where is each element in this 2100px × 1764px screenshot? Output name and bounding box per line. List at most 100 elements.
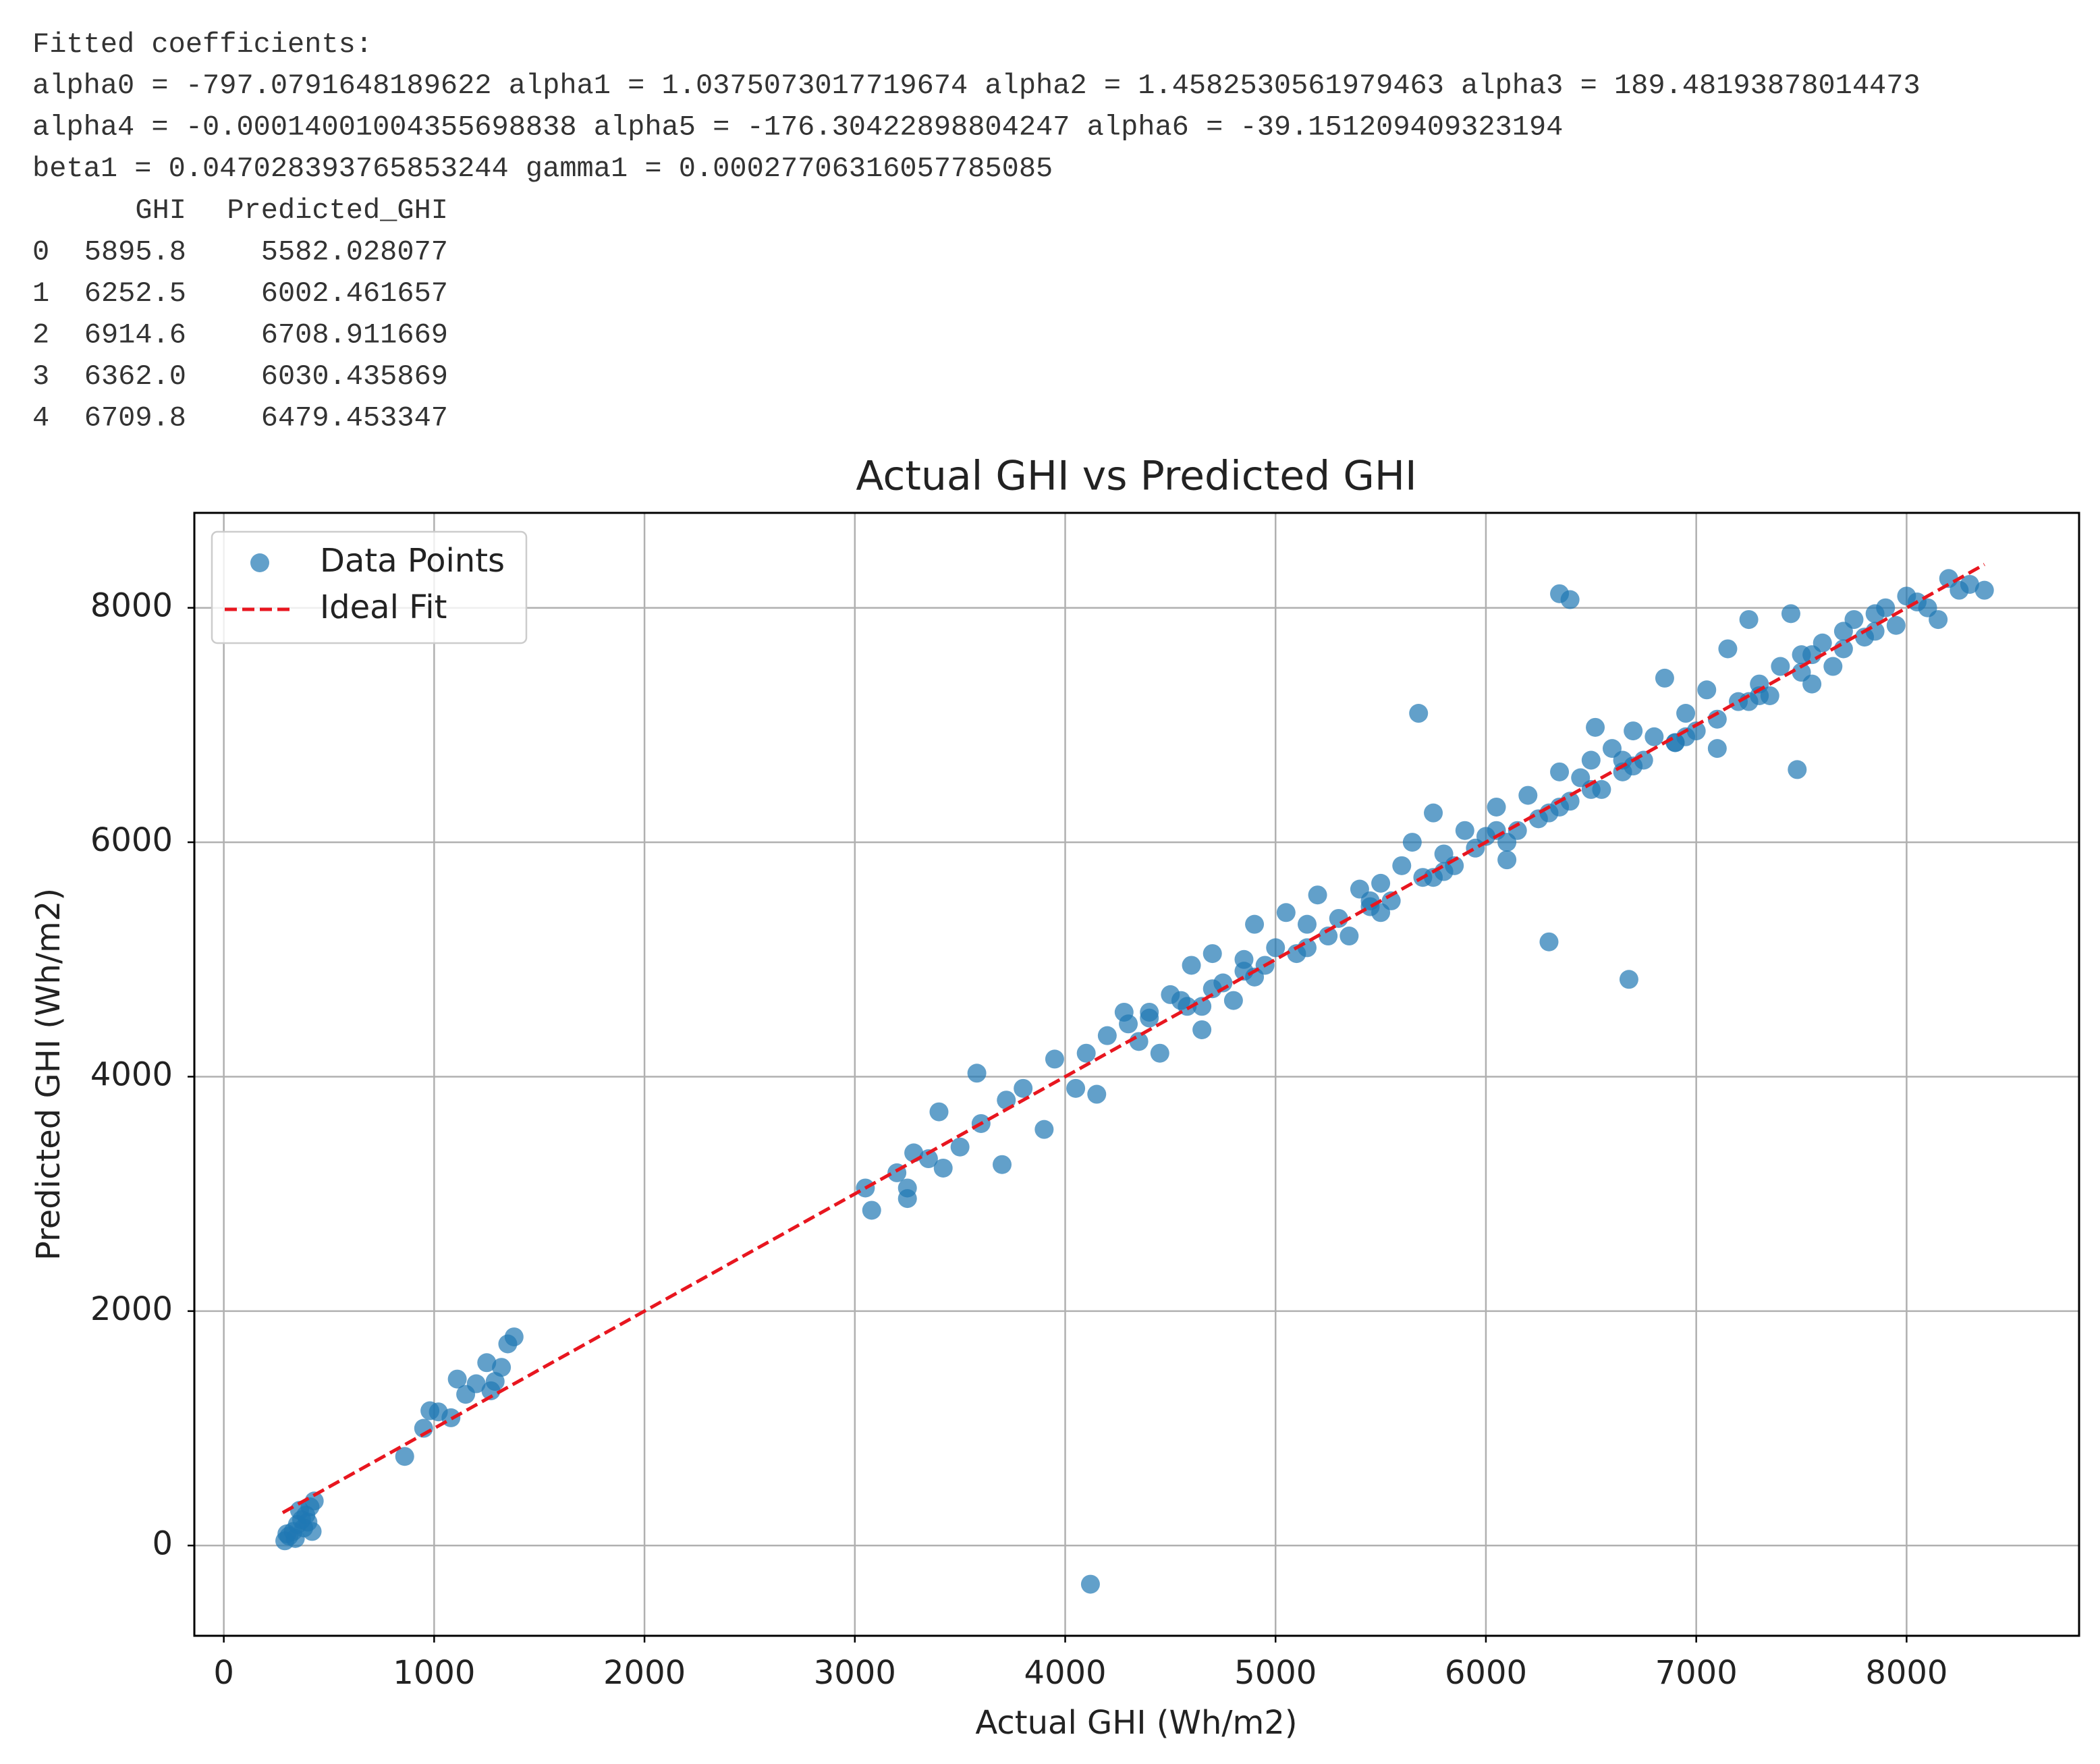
data-point [1560, 590, 1580, 609]
data-point [1886, 615, 1906, 635]
axes-frame [193, 512, 2080, 1637]
cell: 6362.0 [84, 360, 186, 393]
data-point [1676, 704, 1696, 723]
data-point [1329, 908, 1348, 928]
data-point [1066, 1078, 1086, 1098]
data-point [504, 1327, 524, 1347]
cell: 6708.911669 [261, 319, 448, 352]
data-point [1781, 604, 1800, 624]
data-point [298, 1512, 318, 1532]
data-point [1276, 903, 1296, 922]
plot-area [275, 563, 1994, 1594]
data-point [447, 1369, 467, 1389]
data-point [1424, 803, 1443, 823]
data-point [1844, 610, 1864, 630]
data-point [1518, 785, 1538, 805]
data-point [1645, 727, 1664, 746]
x-tick-label: 1000 [393, 1654, 475, 1692]
data-point [1129, 1032, 1149, 1051]
data-point [1624, 721, 1643, 741]
data-point [1792, 663, 1811, 682]
data-point [1974, 580, 1994, 600]
data-point [1402, 833, 1422, 852]
data-point [1424, 868, 1443, 887]
data-point [1707, 739, 1727, 759]
data-point [1080, 1574, 1100, 1594]
chart: Actual GHI vs Predicted GHI Actual GHI (… [30, 453, 2080, 1742]
legend-label: Data Points [320, 542, 505, 580]
data-point [1245, 914, 1265, 934]
legend-box [211, 530, 528, 644]
data-point [1192, 1020, 1212, 1039]
data-point [1014, 1078, 1033, 1098]
data-point [1929, 610, 1948, 630]
data-point [1823, 657, 1843, 676]
data-point [1266, 938, 1286, 958]
console-lines: alpha0 = -797.0791648189622 alpha1 = 1.0… [32, 70, 1921, 185]
data-point [929, 1102, 949, 1122]
data-point [1319, 927, 1338, 946]
data-point [1487, 797, 1506, 817]
y-axis-label: Predicted GHI (Wh/m2) [30, 888, 67, 1261]
data-point [481, 1381, 501, 1400]
data-point [1655, 668, 1674, 688]
data-point [1045, 1049, 1064, 1069]
x-tick-label: 0 [213, 1654, 234, 1692]
column-header: Predicted_GHI [227, 194, 448, 227]
row-index: 0 [32, 236, 49, 269]
data-point [897, 1189, 917, 1209]
data-point [1788, 760, 1807, 779]
data-point [1087, 1084, 1107, 1104]
data-point [997, 1091, 1016, 1110]
chart-title: Actual GHI vs Predicted GHI [856, 453, 1416, 500]
y-tick-label: 6000 [90, 821, 173, 859]
data-point [1150, 1043, 1169, 1063]
data-point [1802, 645, 1822, 665]
data-point [933, 1158, 953, 1178]
cell: 6709.8 [84, 402, 186, 435]
data-point [1076, 1043, 1096, 1063]
data-point [1203, 944, 1222, 964]
row-index: 3 [32, 360, 49, 393]
data-point [1613, 750, 1632, 770]
data-point [1865, 622, 1885, 641]
data-point [1718, 639, 1738, 659]
data-point [1876, 598, 1896, 617]
x-tick-label: 2000 [603, 1654, 686, 1692]
data-point [1371, 873, 1391, 893]
data-point [395, 1447, 414, 1466]
data-point [1771, 657, 1790, 676]
data-point [1586, 717, 1605, 737]
data-point [1097, 1026, 1117, 1045]
data-point [1119, 1014, 1138, 1034]
data-point [1455, 821, 1474, 840]
data-point [1308, 885, 1327, 905]
cell: 6002.461657 [261, 277, 448, 310]
data-point [1034, 1120, 1054, 1139]
data-point [1234, 962, 1254, 981]
data-point [1739, 610, 1759, 630]
cell: 5582.028077 [261, 236, 448, 269]
x-tick-label: 5000 [1234, 1654, 1317, 1692]
grid [194, 513, 2079, 1636]
data-point [967, 1064, 987, 1083]
data-point [1339, 927, 1359, 946]
data-point [1581, 750, 1601, 770]
cell: 6252.5 [84, 277, 186, 310]
dataframe: GHI Predicted_GHI 0 5895.8 5582.028077 1 6252.… [32, 194, 448, 435]
data-point [918, 1149, 938, 1169]
data-point [1223, 991, 1243, 1010]
cell: 5895.8 [84, 236, 186, 269]
console-line: alpha0 = -797.0791648189622 alpha1 = 1.0… [32, 70, 1921, 102]
y-tick-label: 4000 [90, 1055, 173, 1093]
data-point [1182, 956, 1201, 975]
x-tick-label: 3000 [814, 1654, 896, 1692]
data-point [1297, 938, 1317, 958]
column-header: GHI [135, 194, 186, 227]
ideal-fit-line [281, 563, 1985, 1514]
data-point [1297, 914, 1317, 934]
data-point [1140, 1002, 1159, 1022]
data-point [1550, 762, 1570, 781]
data-point [492, 1358, 512, 1377]
